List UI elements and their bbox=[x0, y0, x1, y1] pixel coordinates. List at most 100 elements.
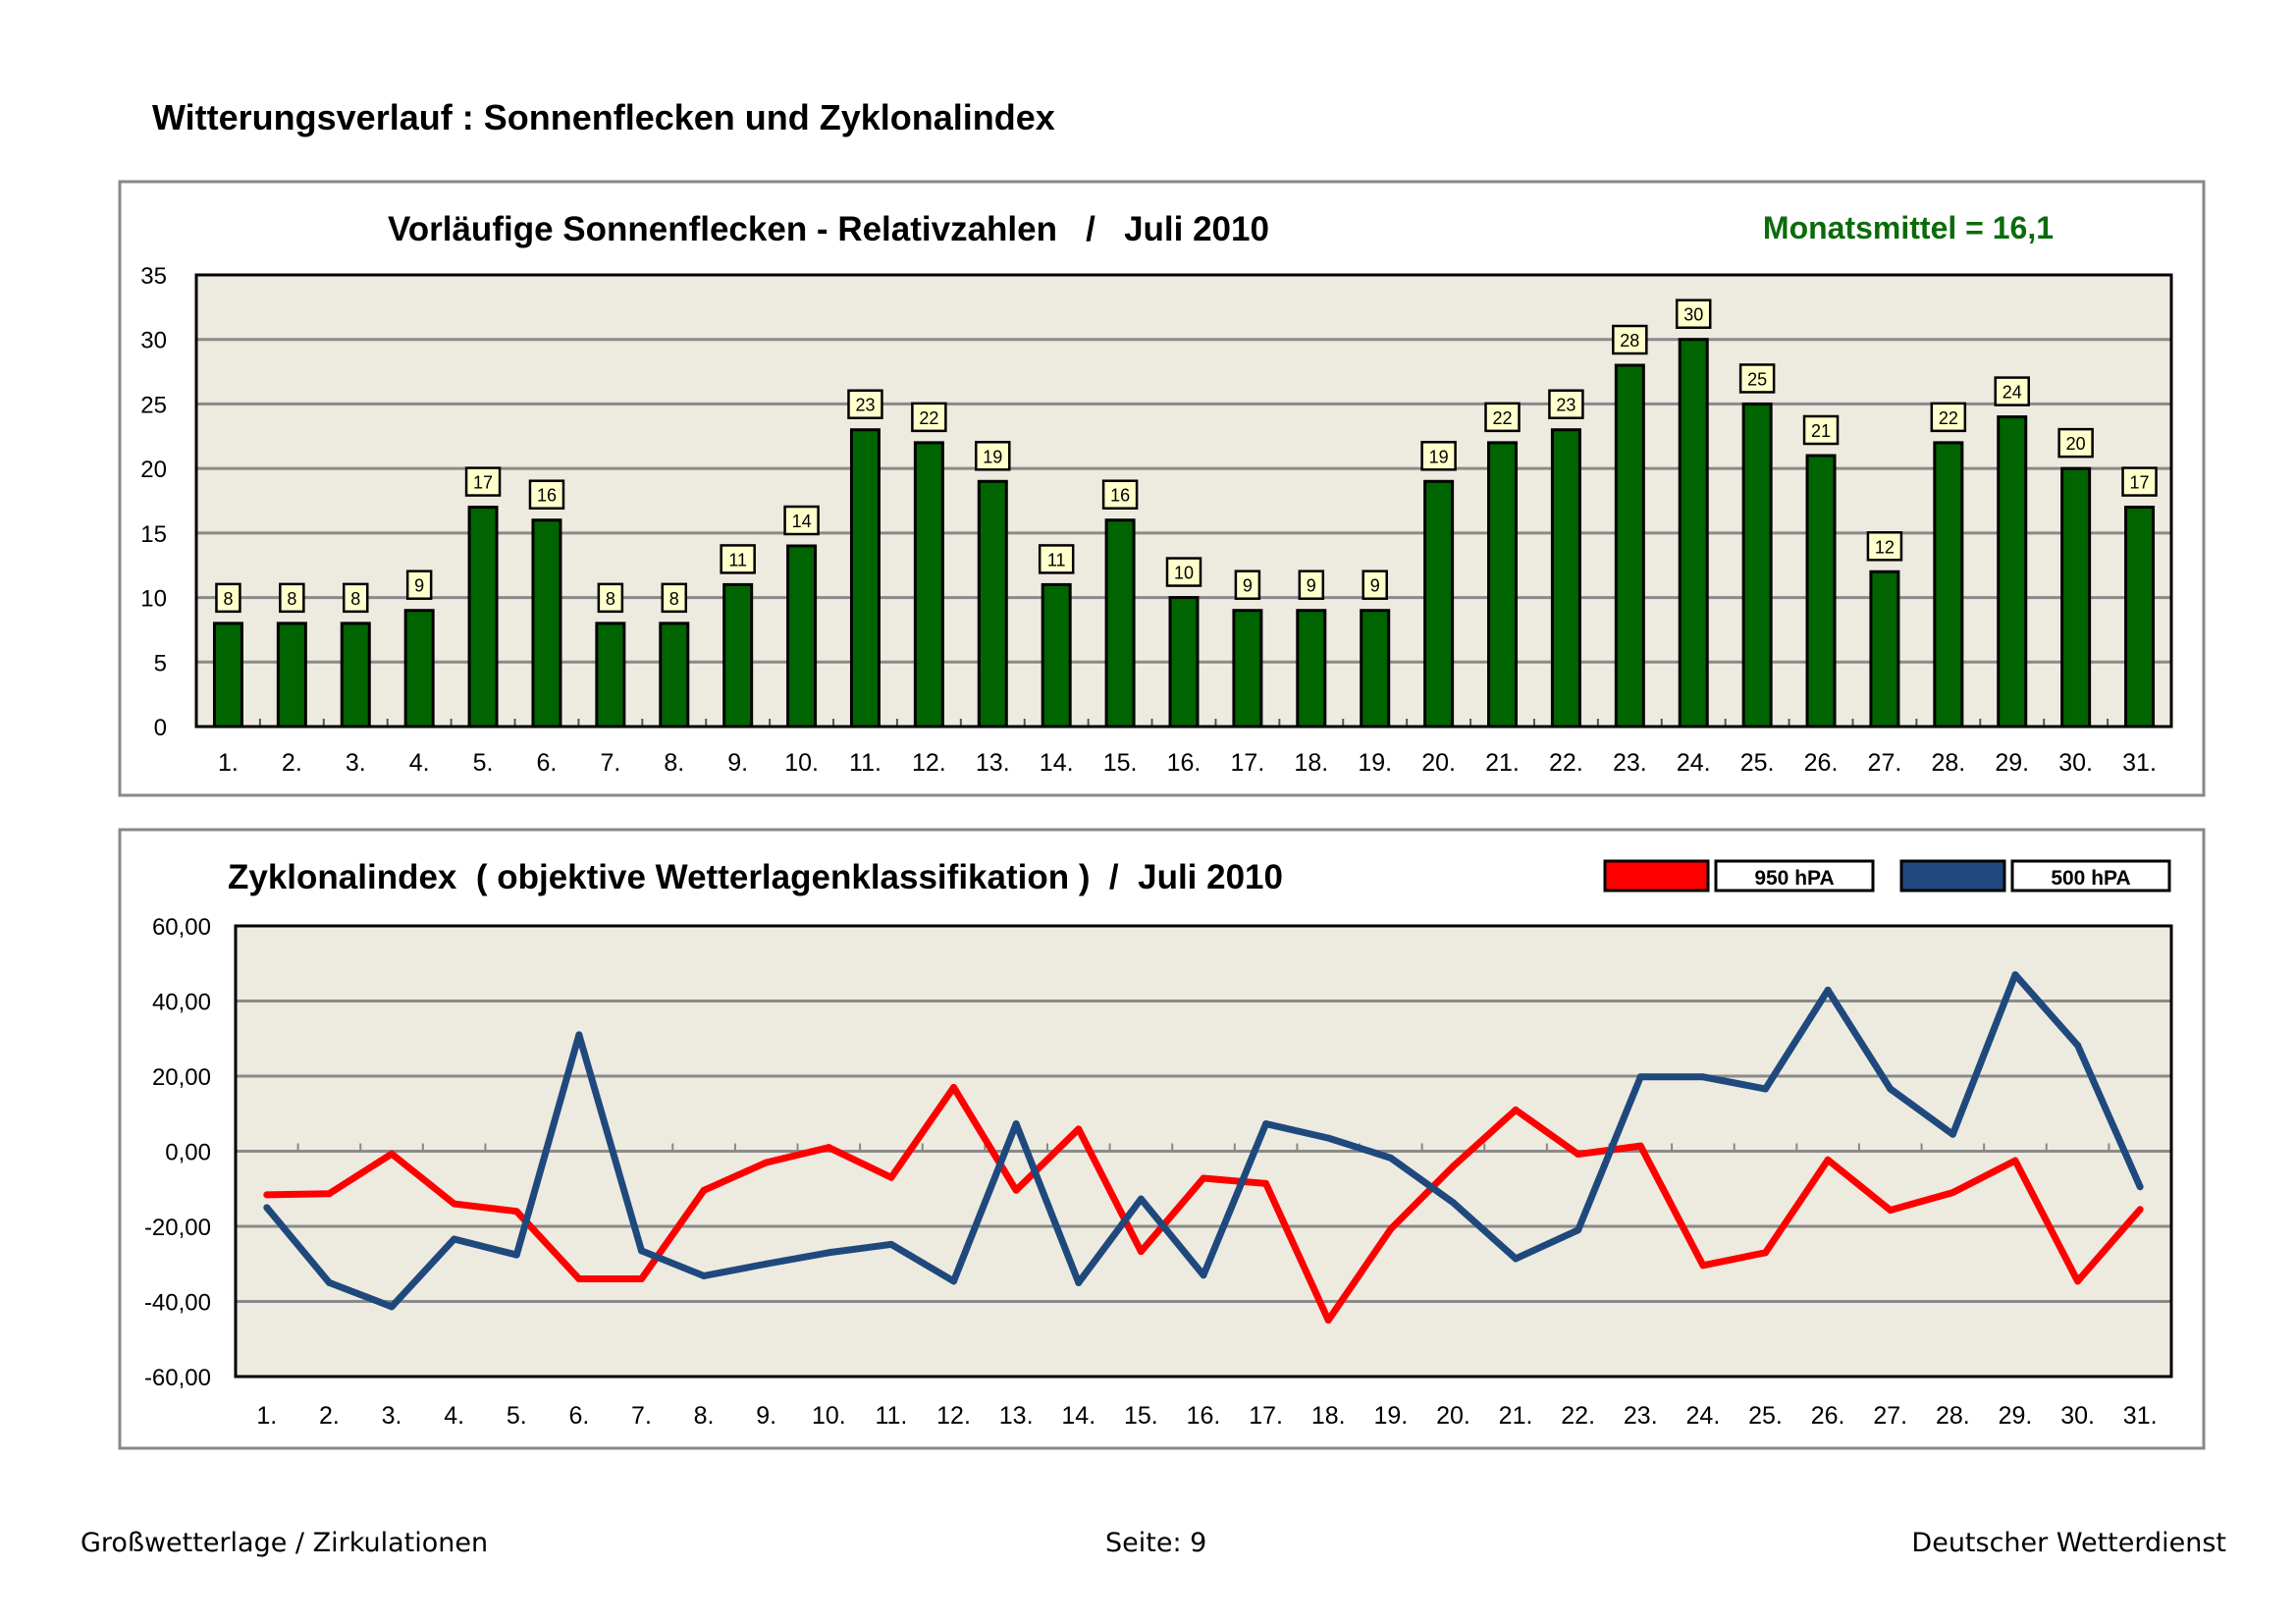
x-tick-label: 24. bbox=[1677, 749, 1711, 777]
data-label-box bbox=[1930, 402, 1967, 433]
data-point bbox=[887, 1240, 895, 1248]
data-point bbox=[325, 1190, 333, 1198]
data-label-box bbox=[343, 582, 369, 614]
bar bbox=[2124, 506, 2156, 729]
bar bbox=[913, 441, 944, 729]
bar bbox=[403, 609, 435, 729]
bar bbox=[1869, 569, 1900, 729]
data-label-box bbox=[1234, 569, 1261, 600]
bar bbox=[1041, 582, 1072, 729]
data-label: 24 bbox=[2002, 383, 2022, 403]
data-label-box bbox=[1298, 569, 1325, 600]
data-label-box bbox=[1484, 402, 1521, 433]
data-label: 21 bbox=[1811, 421, 1831, 441]
data-label-box bbox=[1802, 414, 1840, 446]
data-point bbox=[1949, 1189, 1956, 1197]
x-tick-label: 4. bbox=[409, 749, 430, 777]
sunspot-chart-title: Vorläufige Sonnenflecken - Relativzahlen… bbox=[388, 210, 1269, 248]
data-label-box bbox=[1612, 324, 1648, 355]
x-tick-label: 22. bbox=[1561, 1402, 1595, 1430]
x-tick-label: 23. bbox=[1613, 749, 1647, 777]
legend-label-500: 500 hPA bbox=[2051, 867, 2130, 890]
data-point bbox=[1824, 986, 1832, 994]
x-tick-label: 1. bbox=[256, 1402, 277, 1430]
data-label-box bbox=[847, 389, 883, 419]
data-label-box bbox=[279, 582, 305, 614]
x-tick-label: 29. bbox=[1995, 749, 2029, 777]
bar bbox=[1741, 402, 1773, 729]
data-label-box bbox=[1165, 557, 1202, 587]
data-label: 23 bbox=[1556, 396, 1575, 415]
data-label-box bbox=[1038, 544, 1075, 574]
x-tick-label: 31. bbox=[2123, 1402, 2158, 1430]
bar bbox=[1997, 415, 2028, 729]
data-point bbox=[1387, 1225, 1395, 1233]
data-point bbox=[763, 1159, 771, 1166]
data-point bbox=[1012, 1120, 1020, 1128]
bar bbox=[849, 428, 881, 729]
y-tick-label: 60,00 bbox=[152, 914, 211, 941]
x-tick-label: 8. bbox=[694, 1402, 715, 1430]
data-point bbox=[1887, 1085, 1895, 1093]
bar bbox=[1423, 479, 1455, 729]
data-label: 12 bbox=[1875, 537, 1895, 557]
x-tick-label: 3. bbox=[382, 1402, 402, 1430]
x-tick-label: 12. bbox=[912, 749, 946, 777]
data-point bbox=[637, 1247, 645, 1255]
plot-border bbox=[234, 924, 2173, 1379]
data-point bbox=[950, 1083, 958, 1091]
x-tick-label: 20. bbox=[1436, 1402, 1470, 1430]
x-tick-label: 10. bbox=[812, 1402, 846, 1430]
x-tick-label: 2. bbox=[282, 749, 302, 777]
bar bbox=[531, 518, 562, 729]
data-label: 9 bbox=[1307, 576, 1316, 596]
data-label: 22 bbox=[1493, 408, 1513, 428]
x-tick-label: 28. bbox=[1936, 1402, 1970, 1430]
x-tick-label: 12. bbox=[936, 1402, 971, 1430]
data-point bbox=[1075, 1278, 1083, 1286]
x-tick-label: 29. bbox=[1999, 1402, 2033, 1430]
data-point bbox=[825, 1144, 832, 1152]
data-point bbox=[451, 1235, 458, 1243]
x-tick-label: 4. bbox=[444, 1402, 464, 1430]
x-tick-label: 22. bbox=[1549, 749, 1583, 777]
x-tick-label: 5. bbox=[473, 749, 494, 777]
bar bbox=[1232, 609, 1263, 729]
data-point bbox=[2136, 1183, 2144, 1191]
x-tick-label: 27. bbox=[1868, 749, 1902, 777]
x-tick-label: 11. bbox=[849, 749, 881, 777]
data-point bbox=[1636, 1142, 1644, 1150]
x-tick-label: 8. bbox=[664, 749, 684, 777]
x-tick-label: 11. bbox=[875, 1402, 907, 1430]
y-tick-label: 0 bbox=[154, 715, 167, 741]
data-label-box bbox=[1420, 441, 1457, 471]
y-tick-label: 20 bbox=[140, 457, 167, 483]
x-tick-label: 2. bbox=[319, 1402, 340, 1430]
x-tick-label: 31. bbox=[2122, 749, 2157, 777]
bar bbox=[1104, 518, 1136, 729]
y-tick-label: 20,00 bbox=[152, 1064, 211, 1091]
data-point bbox=[388, 1150, 396, 1158]
y-tick-label: 40,00 bbox=[152, 990, 211, 1016]
x-tick-label: 30. bbox=[2060, 1402, 2095, 1430]
x-tick-label: 1. bbox=[218, 749, 239, 777]
bar bbox=[212, 622, 243, 729]
page-title: Witterungsverlauf : Sonnenflecken und Zy… bbox=[152, 97, 1055, 137]
data-point bbox=[887, 1173, 895, 1181]
data-point bbox=[1262, 1120, 1270, 1128]
legend-swatch-950 bbox=[1603, 859, 1710, 893]
data-label: 20 bbox=[2066, 434, 2086, 454]
data-point bbox=[512, 1208, 520, 1216]
data-label-box bbox=[405, 569, 433, 600]
data-label: 8 bbox=[606, 589, 615, 609]
data-point bbox=[1949, 1130, 1956, 1138]
data-point bbox=[1200, 1174, 1207, 1182]
data-label: 14 bbox=[792, 512, 812, 531]
data-point bbox=[1012, 1186, 1020, 1194]
x-tick-label: 3. bbox=[346, 749, 366, 777]
data-label: 8 bbox=[223, 589, 233, 609]
bar bbox=[276, 622, 307, 729]
data-point bbox=[637, 1275, 645, 1283]
data-label-box bbox=[2057, 427, 2094, 459]
